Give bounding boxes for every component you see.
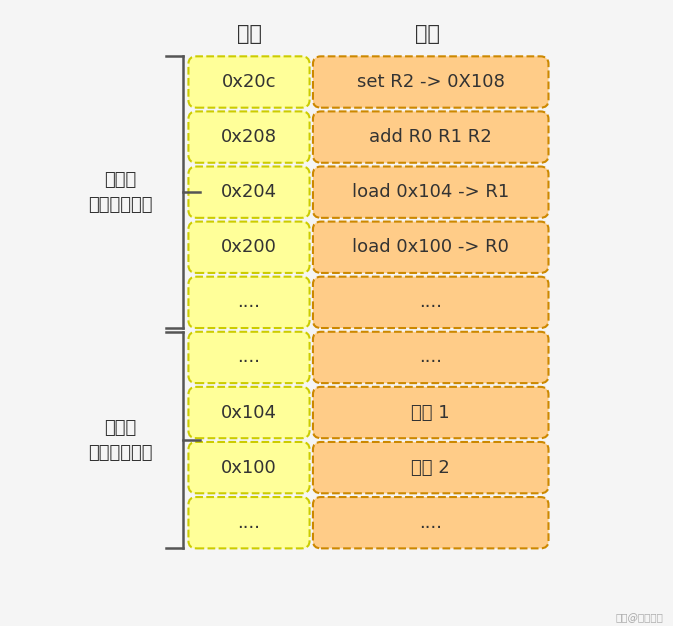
Text: 数据 1: 数据 1 bbox=[411, 404, 450, 421]
Text: 0x200: 0x200 bbox=[221, 239, 277, 256]
Text: 地址: 地址 bbox=[236, 24, 262, 44]
FancyBboxPatch shape bbox=[313, 332, 548, 383]
FancyBboxPatch shape bbox=[313, 277, 548, 328]
Text: ....: .... bbox=[419, 514, 442, 531]
FancyBboxPatch shape bbox=[188, 332, 310, 383]
Text: 0x208: 0x208 bbox=[221, 128, 277, 146]
FancyBboxPatch shape bbox=[313, 111, 548, 163]
Text: 正文段
指令存放区域: 正文段 指令存放区域 bbox=[88, 171, 153, 213]
FancyBboxPatch shape bbox=[188, 497, 310, 548]
Text: ....: .... bbox=[238, 294, 260, 311]
Text: ....: .... bbox=[419, 349, 442, 366]
Text: 数据 2: 数据 2 bbox=[411, 459, 450, 476]
Text: 0x100: 0x100 bbox=[221, 459, 277, 476]
FancyBboxPatch shape bbox=[188, 111, 310, 163]
Text: load 0x100 -> R0: load 0x100 -> R0 bbox=[352, 239, 509, 256]
FancyBboxPatch shape bbox=[188, 56, 310, 108]
FancyBboxPatch shape bbox=[313, 222, 548, 273]
Text: ....: .... bbox=[419, 294, 442, 311]
Text: ....: .... bbox=[238, 514, 260, 531]
Text: 0x104: 0x104 bbox=[221, 404, 277, 421]
Text: 0x204: 0x204 bbox=[221, 183, 277, 201]
FancyBboxPatch shape bbox=[188, 277, 310, 328]
FancyBboxPatch shape bbox=[188, 442, 310, 493]
Text: load 0x104 -> R1: load 0x104 -> R1 bbox=[352, 183, 509, 201]
Text: ....: .... bbox=[238, 349, 260, 366]
Text: 牛客@杉杉来啦: 牛客@杉杉来啦 bbox=[615, 613, 663, 623]
FancyBboxPatch shape bbox=[188, 167, 310, 218]
FancyBboxPatch shape bbox=[313, 387, 548, 438]
FancyBboxPatch shape bbox=[313, 497, 548, 548]
FancyBboxPatch shape bbox=[313, 56, 548, 108]
FancyBboxPatch shape bbox=[188, 222, 310, 273]
Text: 0x20c: 0x20c bbox=[222, 73, 276, 91]
Text: 数据段
数据存放区域: 数据段 数据存放区域 bbox=[88, 419, 153, 461]
Text: set R2 -> 0X108: set R2 -> 0X108 bbox=[357, 73, 505, 91]
FancyBboxPatch shape bbox=[313, 442, 548, 493]
Text: add R0 R1 R2: add R0 R1 R2 bbox=[369, 128, 492, 146]
Text: 内容: 内容 bbox=[415, 24, 440, 44]
FancyBboxPatch shape bbox=[313, 167, 548, 218]
FancyBboxPatch shape bbox=[188, 387, 310, 438]
